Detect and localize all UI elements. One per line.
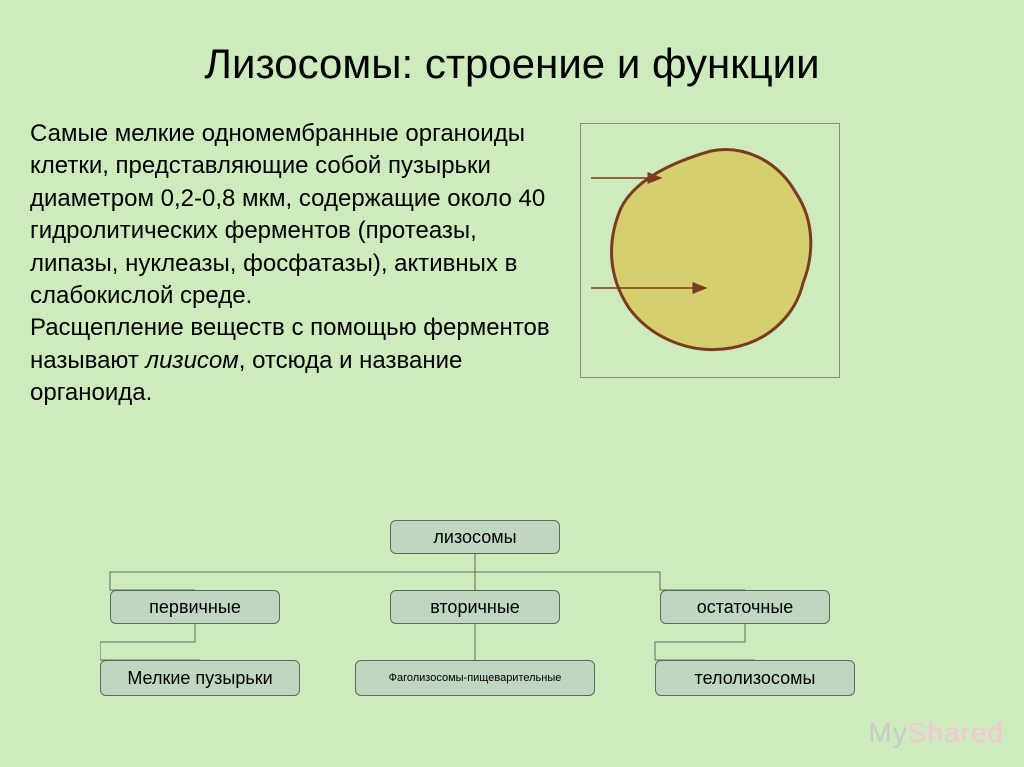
hierarchy-node-root: лизосомы (390, 520, 560, 554)
watermark-prefix: My (868, 717, 907, 748)
hierarchy-node-c3: остаточные (660, 590, 830, 624)
slide: Лизосомы: строение и функции Самые мелки… (0, 0, 1024, 767)
paragraph-1: Самые мелкие одномембранные органоиды кл… (30, 120, 545, 309)
watermark: MyShared (868, 717, 1004, 749)
hierarchy-node-c2: вторичные (390, 590, 560, 624)
slide-title: Лизосомы: строение и функции (30, 40, 994, 88)
watermark-accent: Shared (908, 717, 1004, 748)
lysosome-svg (581, 123, 839, 378)
body-text: Самые мелкие одномембранные органоиды кл… (30, 118, 570, 410)
hierarchy-node-l1: Мелкие пузырьки (100, 660, 300, 696)
content-row: Самые мелкие одномембранные органоиды кл… (30, 118, 994, 410)
hierarchy-node-l3: телолизосомы (655, 660, 855, 696)
hierarchy-node-l2: Фаголизосомы-пищеварительные (355, 660, 595, 696)
lysosome-figure (580, 123, 840, 378)
paragraph-2-italic: лизисом (146, 347, 239, 374)
hierarchy-node-c1: первичные (110, 590, 280, 624)
